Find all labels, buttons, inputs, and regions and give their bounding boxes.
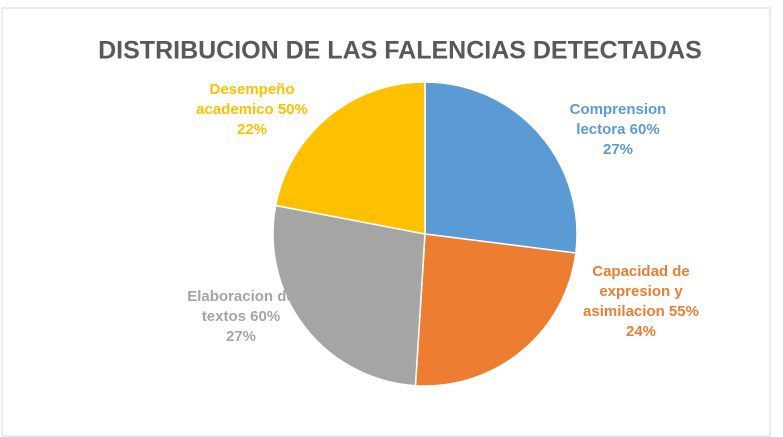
- data-label: Elaboracion de textos 60% 27%: [174, 287, 309, 347]
- value-label: 22%: [236, 121, 268, 138]
- pie-slice: [272, 204, 426, 387]
- value-label: 27%: [225, 328, 257, 345]
- data-label: Capacidad de expresion y asimilacion 55%…: [566, 262, 716, 342]
- chart-title: DISTRIBUCION DE LAS FALENCIAS DETECTADAS: [98, 37, 702, 65]
- pie-slice: [424, 81, 578, 254]
- category-label: Desempeño academico 50%: [196, 81, 308, 118]
- value-label: 24%: [625, 323, 657, 340]
- category-label: Elaboracion de textos 60%: [187, 288, 295, 325]
- pie-slice: [274, 81, 426, 235]
- pie-slice: [414, 233, 577, 387]
- category-label: Comprension lectora 60%: [569, 101, 667, 138]
- data-label: Comprension lectora 60% 27%: [558, 100, 678, 160]
- category-label: Capacidad de expresion y asimilacion 55%: [583, 263, 699, 320]
- data-label: Desempeño academico 50% 22%: [187, 80, 317, 140]
- value-label: 27%: [602, 141, 634, 158]
